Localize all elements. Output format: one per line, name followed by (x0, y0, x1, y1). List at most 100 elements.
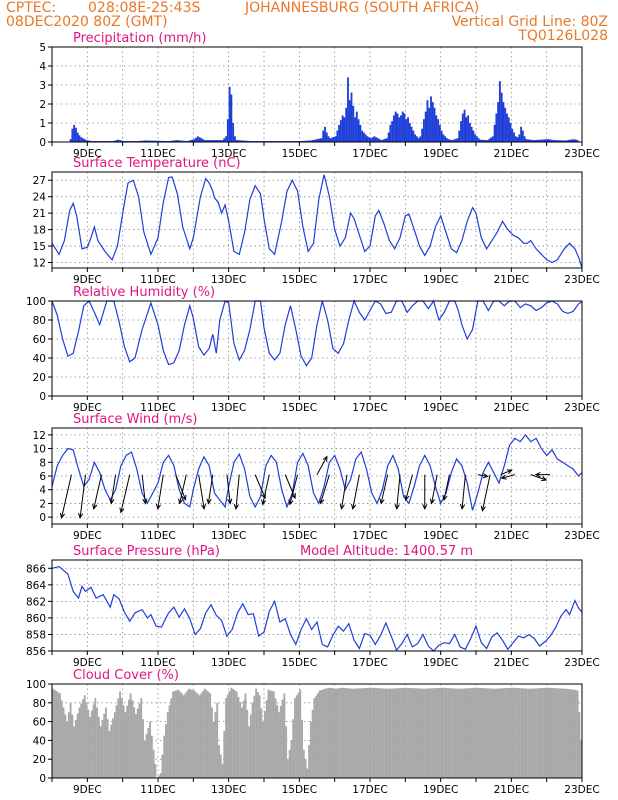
cloud-bar (550, 687, 553, 778)
cloud-bar (175, 690, 178, 778)
precip-bar (546, 139, 549, 142)
cloud-bar (405, 687, 408, 778)
precip-bar (175, 140, 178, 142)
cloud-bar (318, 690, 321, 778)
cloud-bar (150, 735, 153, 778)
cloud-bar (415, 688, 418, 778)
precip-bar (320, 138, 323, 142)
cloud-bar (435, 688, 438, 778)
precip-bar (347, 77, 349, 142)
cloud-bar (226, 694, 229, 778)
precip-bar (431, 102, 434, 142)
cloud-bar (403, 687, 406, 778)
pressure-ytick-label: 862 (26, 596, 46, 608)
cloud-xtick-label: 17DEC (352, 784, 387, 796)
precip-bar (514, 136, 517, 142)
wind-arrow-head (142, 498, 148, 505)
precip-bar (435, 115, 438, 142)
wind-arrow (141, 474, 146, 504)
cloud-bar (368, 687, 371, 778)
cloud-bar (474, 687, 477, 778)
wind-title: Surface Wind (m/s) (73, 412, 197, 427)
precip-bar (301, 140, 303, 142)
cloud-bar (325, 688, 328, 778)
cloud-bar (551, 688, 554, 778)
cloud-bar (530, 688, 533, 778)
precip-bar (516, 137, 519, 142)
precip-bar (239, 140, 242, 142)
wind-arrow-head (422, 504, 428, 510)
precip-bar (361, 130, 364, 142)
cloud-bar (219, 754, 222, 778)
cloud-bar (401, 687, 404, 778)
precip-bar (311, 140, 314, 142)
rh-ytick-label: 60 (33, 334, 46, 346)
cloud-bar (149, 721, 152, 778)
precip-bar (221, 140, 224, 142)
precip-bar (350, 92, 353, 142)
cloud-ytick-label: 60 (33, 717, 46, 729)
precip-bar (172, 140, 174, 142)
cloud-bar (516, 688, 519, 778)
cloud-bar (216, 702, 219, 778)
cloud-bar (483, 688, 485, 778)
cloud-bar (161, 754, 164, 778)
cloud-bar (481, 688, 484, 778)
precip-bar (203, 140, 206, 142)
cloud-bar (490, 688, 492, 778)
rh-frame (51, 300, 583, 397)
precip-bar (400, 115, 402, 142)
cloud-bar (504, 688, 507, 778)
precip-bar (472, 130, 475, 142)
precip-bar (415, 136, 418, 142)
precip-bar (173, 140, 176, 142)
precip-bar (433, 107, 436, 142)
precip-bar (483, 139, 485, 142)
precip-bar (537, 139, 540, 142)
cloud-bar (529, 688, 531, 778)
cloud-bar (304, 759, 307, 778)
temp-xtick-label: 17DEC (352, 274, 387, 286)
cloud-bar (347, 688, 349, 778)
precip-bar (419, 136, 422, 142)
cloud-bar (445, 688, 448, 778)
cloud-bar (203, 688, 206, 778)
cloud-bar (387, 688, 390, 778)
wind-arrow (481, 474, 491, 511)
cloud-bar (212, 721, 215, 778)
precip-xtick-label: 11DEC (140, 148, 175, 160)
precip-bar (69, 139, 72, 142)
wind-arrow (207, 474, 214, 504)
cloud-bar (520, 688, 523, 778)
cloud-bar (55, 691, 58, 778)
cloud-bar (497, 688, 500, 778)
cloud-bar (532, 688, 535, 778)
precip-bar (521, 130, 524, 142)
cloud-bar (66, 721, 68, 778)
cloud-bar (115, 705, 118, 778)
precip-bar (83, 139, 86, 142)
cloud-bar (232, 689, 235, 778)
precip-bar (78, 135, 81, 142)
precip-bar (216, 140, 219, 142)
precip-bar (156, 140, 159, 142)
wind-arrow-head (78, 512, 84, 519)
wind-arrow (93, 474, 102, 509)
pressure-ytick-label: 858 (26, 629, 46, 641)
precip-bar (191, 139, 194, 142)
cloud-bar (343, 687, 346, 778)
precip-bar (113, 140, 116, 142)
temp-ytick-label: 12 (33, 258, 46, 270)
precip-bar (424, 111, 427, 142)
cloud-xtick-label: 21DEC (494, 784, 529, 796)
wind-arrow-head (109, 498, 115, 505)
precip-bar (398, 117, 401, 142)
cloud-bar (188, 688, 190, 778)
wind-arrow (120, 474, 131, 513)
wind-series-line (51, 433, 583, 511)
cloud-bar (548, 687, 551, 778)
cloud-bar (262, 721, 265, 778)
cloud-bar (218, 745, 220, 778)
cloud-bar (332, 688, 335, 778)
precip-bar (532, 140, 535, 142)
